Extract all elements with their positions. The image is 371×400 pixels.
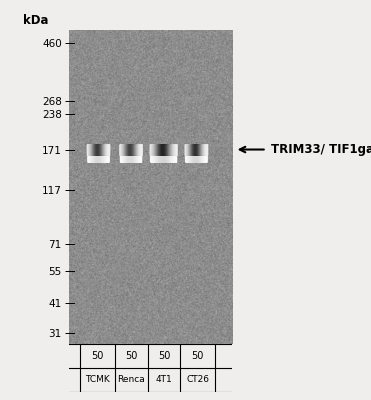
Text: kDa: kDa — [23, 14, 49, 27]
Text: 50: 50 — [91, 351, 104, 361]
Text: 50: 50 — [125, 351, 138, 361]
Text: TCMK: TCMK — [85, 376, 110, 384]
Text: CT26: CT26 — [186, 376, 209, 384]
Text: 50: 50 — [191, 351, 204, 361]
Text: Renca: Renca — [118, 376, 145, 384]
Text: TRIM33/ TIF1gamma: TRIM33/ TIF1gamma — [271, 143, 371, 156]
Text: 50: 50 — [158, 351, 170, 361]
Text: 4T1: 4T1 — [156, 376, 173, 384]
